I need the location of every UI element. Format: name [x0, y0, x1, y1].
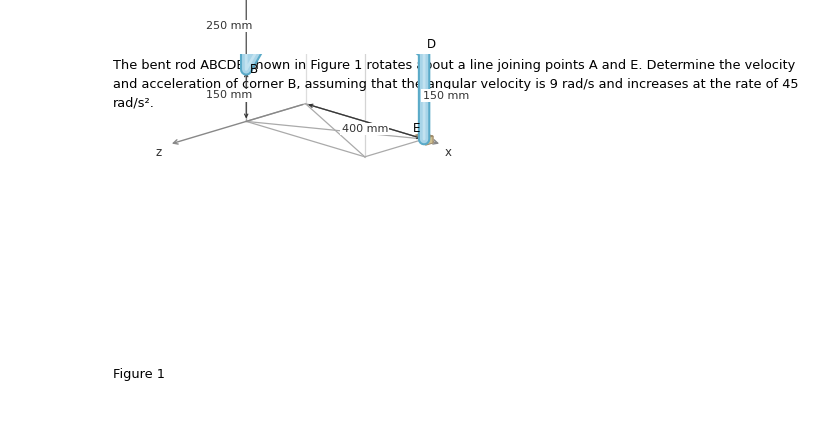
- Text: The bent rod ABCDE shown in Figure 1 rotates about a line joining points A and E: The bent rod ABCDE shown in Figure 1 rot…: [113, 59, 799, 109]
- Text: 150 mm: 150 mm: [206, 90, 252, 101]
- Polygon shape: [415, 133, 433, 138]
- Text: D: D: [427, 38, 437, 51]
- Text: x: x: [444, 146, 451, 159]
- Text: 150 mm: 150 mm: [422, 91, 468, 101]
- Text: B: B: [250, 63, 258, 76]
- Polygon shape: [422, 133, 433, 143]
- Text: E: E: [413, 122, 420, 135]
- Text: z: z: [155, 146, 162, 159]
- Polygon shape: [426, 136, 433, 145]
- Text: 400 mm: 400 mm: [342, 124, 388, 134]
- Text: Figure 1: Figure 1: [113, 368, 165, 381]
- Text: 250 mm: 250 mm: [206, 21, 252, 31]
